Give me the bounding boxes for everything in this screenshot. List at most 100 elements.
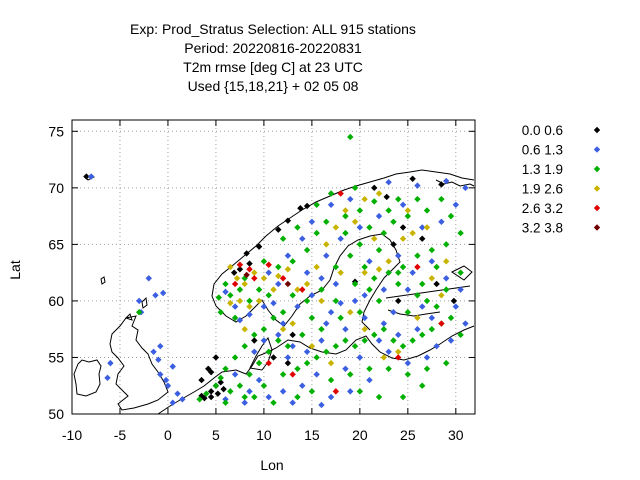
data-point xyxy=(87,173,95,180)
data-point xyxy=(289,258,296,265)
legend-marker xyxy=(593,185,601,192)
data-point xyxy=(332,342,340,350)
data-point xyxy=(217,309,224,316)
data-point xyxy=(251,348,258,356)
data-point xyxy=(409,337,416,344)
data-point xyxy=(399,235,407,242)
data-point xyxy=(399,201,407,209)
data-point xyxy=(308,388,316,395)
data-point xyxy=(251,337,258,344)
data-point xyxy=(462,184,469,192)
data-point xyxy=(174,390,181,397)
data-point xyxy=(279,320,287,327)
data-point xyxy=(347,309,354,316)
data-point xyxy=(399,393,407,401)
data-point xyxy=(347,195,354,203)
data-point xyxy=(164,382,172,389)
y-tick-label: 75 xyxy=(48,123,64,139)
data-point xyxy=(361,292,368,299)
data-point xyxy=(409,175,416,182)
data-point xyxy=(222,280,229,288)
data-point xyxy=(275,331,282,339)
legend-label: 0.0 0.6 xyxy=(522,123,563,138)
data-point xyxy=(347,252,354,259)
data-point xyxy=(327,201,335,209)
data-point xyxy=(231,303,239,310)
data-point xyxy=(380,325,388,333)
data-point xyxy=(342,212,349,220)
data-point xyxy=(385,178,392,186)
data-point xyxy=(255,359,263,367)
data-point xyxy=(299,382,306,389)
data-point xyxy=(327,376,335,384)
data-point xyxy=(419,382,426,389)
data-point xyxy=(395,195,402,203)
data-point xyxy=(380,229,388,237)
data-point xyxy=(337,269,344,276)
data-point xyxy=(414,252,421,259)
data-point xyxy=(366,258,373,265)
data-point xyxy=(231,280,239,288)
data-point xyxy=(438,292,445,299)
data-point xyxy=(366,224,373,231)
data-point xyxy=(433,303,440,310)
data-point xyxy=(390,309,397,316)
legend-marker xyxy=(593,224,601,231)
x-tick-label: 15 xyxy=(304,427,320,443)
data-point xyxy=(294,286,301,293)
data-point xyxy=(162,376,170,384)
data-point xyxy=(246,388,253,395)
data-point xyxy=(157,342,164,350)
data-point xyxy=(303,348,311,356)
data-point xyxy=(246,371,253,378)
data-point xyxy=(289,331,296,339)
data-point xyxy=(447,212,455,220)
data-point xyxy=(279,388,287,395)
data-point xyxy=(150,348,157,356)
data-point xyxy=(313,371,320,378)
data-point xyxy=(230,269,238,276)
data-point xyxy=(270,314,277,322)
data-point xyxy=(236,286,244,293)
legend-marker xyxy=(593,146,601,153)
data-point xyxy=(385,258,392,265)
data-point xyxy=(351,297,359,305)
data-point xyxy=(246,311,253,318)
title-line: Used {15,18,21} + 02 05 08 xyxy=(188,78,359,94)
data-point xyxy=(395,297,402,305)
data-point xyxy=(231,371,239,378)
data-point xyxy=(361,263,368,271)
data-point xyxy=(380,354,388,361)
data-point xyxy=(438,181,445,188)
data-point xyxy=(457,331,464,339)
data-point xyxy=(457,229,464,237)
data-point xyxy=(390,241,397,248)
data-point xyxy=(135,297,143,305)
data-point xyxy=(375,393,383,401)
data-point xyxy=(308,218,316,225)
data-point xyxy=(395,280,402,288)
y-tick-label: 70 xyxy=(48,180,64,196)
data-point xyxy=(251,275,258,282)
data-point xyxy=(366,376,373,384)
data-point xyxy=(342,337,349,344)
data-point xyxy=(404,207,412,214)
data-point xyxy=(327,393,335,401)
data-point xyxy=(313,354,320,361)
data-point xyxy=(303,280,311,288)
data-point xyxy=(380,286,388,293)
data-point xyxy=(356,354,364,361)
data-point xyxy=(414,195,421,203)
y-tick-label: 55 xyxy=(48,349,64,365)
legend-label: 1.3 1.9 xyxy=(522,162,563,177)
legend-marker xyxy=(593,204,601,212)
data-point xyxy=(419,331,426,339)
data-point xyxy=(243,271,250,279)
data-point xyxy=(371,331,378,339)
data-point xyxy=(279,235,287,242)
data-point xyxy=(409,229,416,237)
data-point xyxy=(265,269,272,276)
title-line: Period: 20220816-20220831 xyxy=(184,40,362,56)
data-point xyxy=(284,342,292,350)
